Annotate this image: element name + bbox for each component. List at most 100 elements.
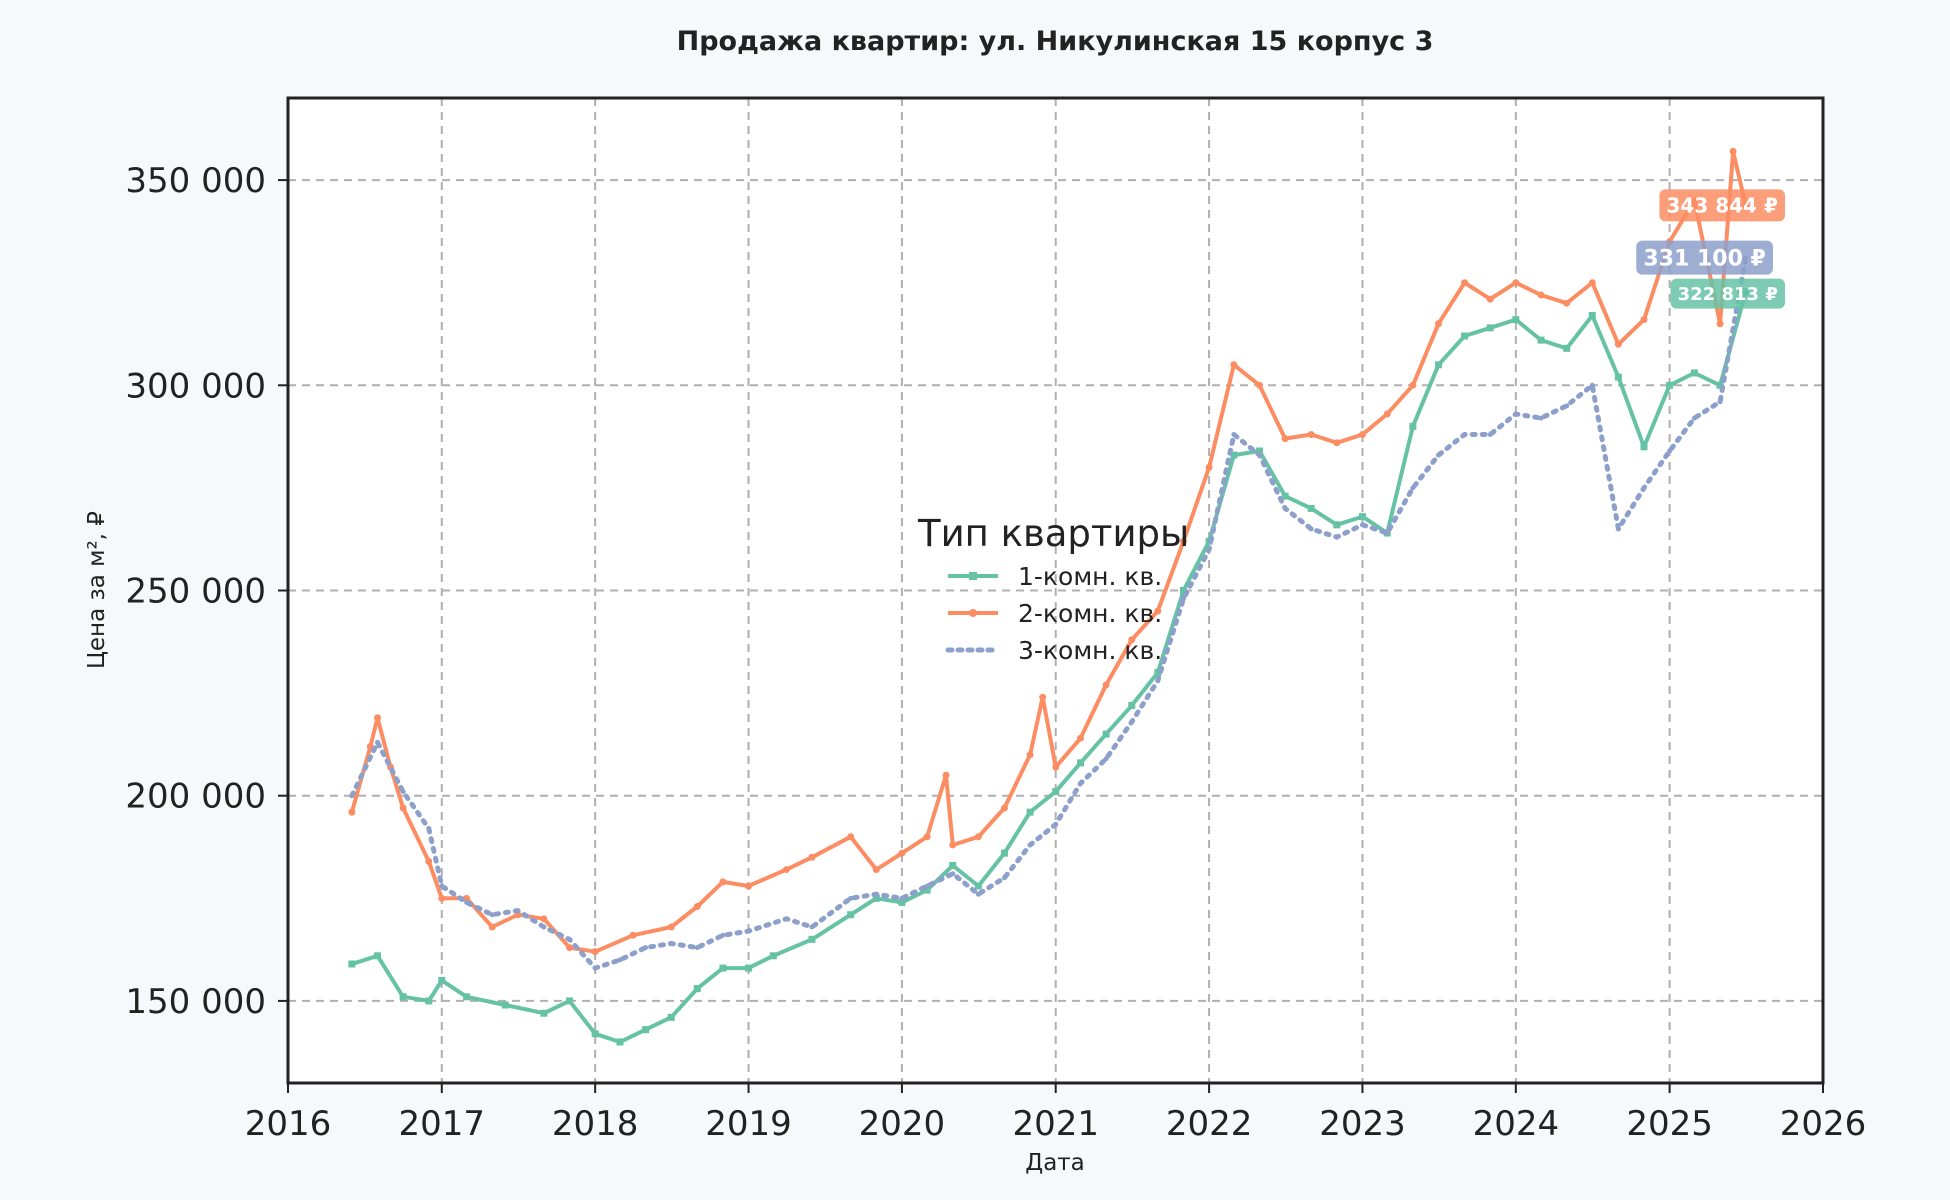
series-2-point — [463, 894, 471, 902]
series-1-point — [808, 935, 816, 943]
legend-marker-2 — [969, 609, 977, 617]
series-2-point — [1026, 751, 1034, 759]
series-2-point — [667, 923, 675, 931]
series-1-point — [923, 886, 931, 894]
series-2-point — [566, 944, 574, 952]
series-3-point — [975, 891, 981, 897]
series-3-point — [1589, 382, 1595, 388]
legend-title: Тип квартиры — [917, 512, 1189, 555]
series-1-point — [898, 898, 906, 906]
series-3-point — [1564, 403, 1570, 409]
series-1-point — [1537, 336, 1545, 344]
series-3-point — [567, 936, 573, 942]
series-2-point — [942, 771, 950, 779]
legend-label-3: 3-комн. кв. — [1018, 636, 1162, 665]
series-3-point — [1717, 399, 1723, 405]
legend: Тип квартиры 1-комн. кв. 2-комн. кв. 3-к… — [917, 512, 1189, 665]
series-1-point — [1614, 373, 1622, 381]
series-1-point — [974, 882, 982, 890]
series-1-point — [348, 960, 356, 968]
series-1-point — [591, 1030, 599, 1038]
y-tick-label: 200 000 — [125, 777, 266, 817]
series-3-point — [1359, 522, 1365, 528]
series-2-point — [693, 903, 701, 911]
series-2-point — [1383, 410, 1391, 418]
series-3-point — [1103, 756, 1109, 762]
series-1-point — [1358, 513, 1366, 521]
series-3-point — [848, 895, 854, 901]
series-3-point — [1308, 526, 1314, 532]
series-2-point — [1179, 537, 1187, 545]
series-2-point — [808, 853, 816, 861]
series-1-point — [1333, 521, 1341, 529]
end-label: 331 100 ₽ — [1643, 247, 1765, 272]
series-1-point — [1154, 669, 1162, 677]
series-2-point — [540, 915, 548, 923]
x-tick-label: 2025 — [1626, 1104, 1713, 1144]
series-2-point — [348, 808, 356, 816]
series-3-point — [592, 965, 598, 971]
series-2-point — [719, 878, 727, 886]
series-3-point — [1641, 485, 1647, 491]
series-1-point — [693, 985, 701, 993]
series-2-point — [488, 923, 496, 931]
series-3-point — [1691, 415, 1697, 421]
series-1-point — [1307, 504, 1315, 512]
series-3-point — [1384, 530, 1390, 536]
series-layer — [348, 147, 1750, 1046]
series-2-point — [1307, 431, 1315, 439]
series-3-point — [924, 883, 930, 889]
x-tick-label: 2023 — [1319, 1104, 1406, 1144]
x-tick-label: 2021 — [1012, 1104, 1099, 1144]
series-1-point — [1256, 447, 1264, 455]
series-2-point — [1281, 435, 1289, 443]
series-1-point — [1128, 701, 1136, 709]
series-2-point — [1486, 295, 1494, 303]
end-label-box — [1670, 278, 1785, 309]
series-1-point — [1588, 312, 1596, 320]
series-1-point — [1281, 492, 1289, 500]
series-3-point — [950, 871, 956, 877]
x-tick-label: 2024 — [1473, 1104, 1560, 1144]
y-tick-label: 150 000 — [125, 982, 266, 1022]
series-1-point — [1026, 808, 1034, 816]
series-2-point — [1256, 381, 1264, 389]
series-3-point — [873, 891, 879, 897]
series-2-point — [1461, 279, 1469, 287]
end-labels: 343 844 ₽ 331 100 ₽ 322 813 ₽ — [1636, 189, 1785, 309]
series-1-point — [566, 997, 574, 1005]
series-2-point — [1358, 431, 1366, 439]
series-3-point — [809, 924, 815, 930]
x-tick-label: 2016 — [245, 1104, 332, 1144]
series-2-point — [1205, 463, 1213, 471]
series-1-point — [642, 1026, 650, 1034]
series-2-point — [1729, 147, 1737, 155]
series-2-point — [1409, 381, 1417, 389]
series-3-point — [1462, 432, 1468, 438]
series-1-point — [719, 964, 727, 972]
series-3-point — [1487, 432, 1493, 438]
series-2-point — [399, 804, 407, 812]
series-1-point — [949, 861, 957, 869]
y-tick-label: 250 000 — [125, 572, 266, 612]
series-1-point — [1666, 381, 1674, 389]
series-1-point — [1486, 324, 1494, 332]
series-2-point — [1128, 636, 1136, 644]
series-1-point — [399, 993, 407, 1001]
series-2-point — [745, 882, 753, 890]
series-2-point — [1052, 763, 1060, 771]
series-3-point — [783, 916, 789, 922]
series-3-point — [1180, 596, 1186, 602]
legend-label-2: 2-комн. кв. — [1018, 599, 1162, 628]
series-3-point — [1436, 452, 1442, 458]
end-label: 343 844 ₽ — [1667, 194, 1778, 218]
series-2-point — [1333, 439, 1341, 447]
series-1-point — [1179, 587, 1187, 594]
x-tick-label: 2022 — [1166, 1104, 1253, 1144]
series-1-point — [1000, 849, 1008, 857]
series-1-point — [463, 993, 471, 1001]
series-3-point — [1027, 842, 1033, 848]
series-2-point — [629, 931, 637, 939]
series-3-point — [375, 739, 381, 745]
end-label-box — [1636, 240, 1773, 275]
